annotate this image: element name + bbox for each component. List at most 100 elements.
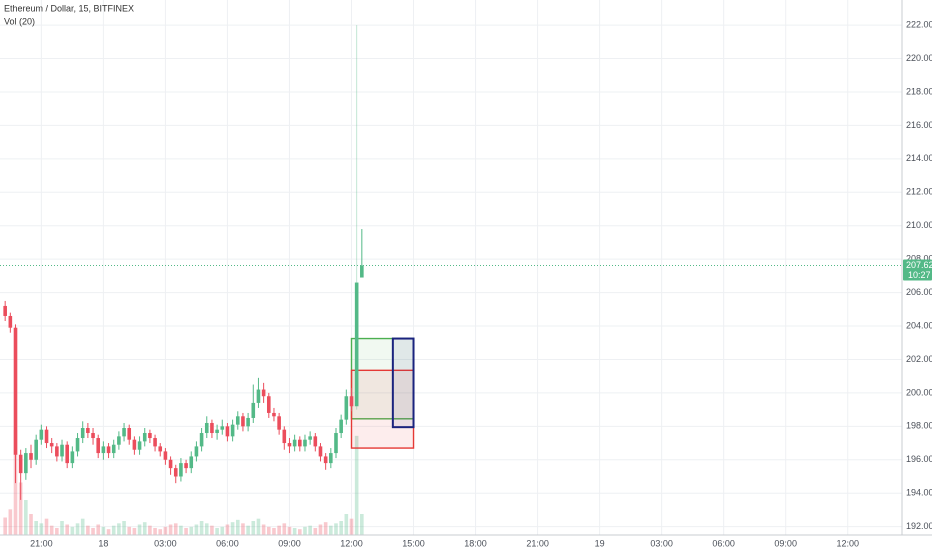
candle-body: [313, 436, 318, 447]
x-tick-label: 15:00: [402, 538, 425, 548]
candle-body: [235, 416, 240, 425]
candle-body: [80, 428, 85, 439]
candle-body: [163, 451, 168, 460]
volume-bar: [91, 528, 95, 535]
volume-bar: [158, 529, 163, 535]
candle-body: [344, 396, 349, 420]
candle-body: [334, 433, 338, 454]
candle-body: [277, 416, 281, 430]
candle-body: [39, 429, 44, 440]
y-tick-label: 198.00: [906, 421, 932, 431]
candle-body: [158, 446, 163, 452]
volume-bar: [266, 526, 271, 535]
y-tick-label: 212.00: [906, 187, 932, 197]
candle-body: [142, 433, 147, 442]
volume-bar: [184, 528, 188, 535]
volume-bar: [49, 525, 54, 535]
x-tick-label: 06:00: [216, 538, 239, 548]
y-tick-label: 214.00: [906, 153, 932, 163]
volume-bar: [179, 525, 183, 535]
volume-bar: [44, 518, 49, 535]
volume-bar: [153, 528, 157, 535]
candle-body: [179, 463, 183, 477]
candle-body: [65, 444, 69, 464]
candle-body: [225, 426, 230, 437]
volume-bar: [204, 523, 209, 535]
x-tick-label: 09:00: [774, 538, 797, 548]
volume-bar: [189, 526, 194, 535]
candle-body: [34, 439, 38, 460]
volume-bar: [75, 523, 80, 535]
volume-bar: [303, 526, 307, 535]
candle-body: [282, 429, 287, 444]
volume-bar: [344, 514, 349, 535]
volume-bar: [282, 523, 287, 535]
candle-body: [168, 459, 173, 469]
candle-body: [323, 456, 328, 464]
candle-body: [204, 422, 209, 434]
y-tick-label: 210.00: [906, 220, 932, 230]
candle-body: [210, 422, 214, 434]
candle-body: [318, 446, 323, 457]
y-tick-label: 200.00: [906, 387, 932, 397]
volume-bar: [18, 482, 23, 535]
candle-body: [173, 468, 178, 477]
y-tick-label: 202.00: [906, 354, 932, 364]
y-tick-label: 192.00: [906, 521, 932, 531]
candle-body: [266, 396, 271, 413]
candle-body: [148, 433, 152, 439]
candle-body: [111, 444, 116, 454]
candle-body: [349, 396, 354, 407]
volume-bar: [148, 525, 152, 535]
candle-body: [246, 417, 250, 427]
y-tick-label: 216.00: [906, 120, 932, 130]
candle-body: [298, 439, 302, 447]
x-tick-label: 12:00: [836, 538, 859, 548]
x-tick-label: 18:00: [464, 538, 487, 548]
candle-body: [339, 419, 343, 434]
candle-body: [18, 454, 23, 474]
candle-body: [360, 265, 364, 278]
candle-body: [261, 389, 266, 397]
volume-bar: [225, 524, 230, 535]
x-tick-label: 03:00: [154, 538, 177, 548]
volume-bar: [101, 526, 106, 535]
volume-bar: [122, 521, 126, 535]
position-box: [350, 337, 415, 420]
candle-body: [153, 438, 157, 447]
volume-bar: [261, 524, 266, 535]
volume-bar: [106, 529, 111, 535]
volume-bar: [86, 525, 90, 535]
candle-body: [303, 439, 307, 447]
volume-bar: [334, 523, 338, 535]
candle-body: [122, 428, 126, 437]
volume-bar: [298, 529, 302, 535]
volume-bar: [323, 522, 328, 535]
volume-bar: [220, 526, 225, 535]
candle-body: [44, 429, 49, 444]
candle-body: [60, 444, 64, 457]
volume-bar: [287, 526, 292, 535]
y-tick-label: 208.00: [906, 254, 932, 264]
volume-bar: [163, 526, 168, 535]
volume-bar: [246, 525, 250, 535]
volume-bar: [313, 528, 318, 535]
volume-bar: [65, 524, 69, 535]
candle-body: [184, 463, 188, 469]
x-tick-label: 21:00: [30, 538, 53, 548]
y-tick-label: 196.00: [906, 454, 932, 464]
volume-bar: [349, 518, 354, 535]
volume-bar: [24, 500, 28, 535]
candle-body: [132, 439, 137, 450]
volume-bar: [251, 521, 256, 535]
x-tick-label: 09:00: [278, 538, 301, 548]
candle-body: [189, 456, 194, 469]
candle-body: [292, 439, 297, 447]
volume-bar: [329, 525, 333, 535]
volume-bar: [29, 514, 33, 535]
chart-title: Ethereum / Dollar, 15, BITFINEX: [4, 3, 134, 13]
volume-bar: [318, 524, 323, 535]
candle-body: [127, 428, 132, 440]
candle-body: [101, 446, 106, 454]
